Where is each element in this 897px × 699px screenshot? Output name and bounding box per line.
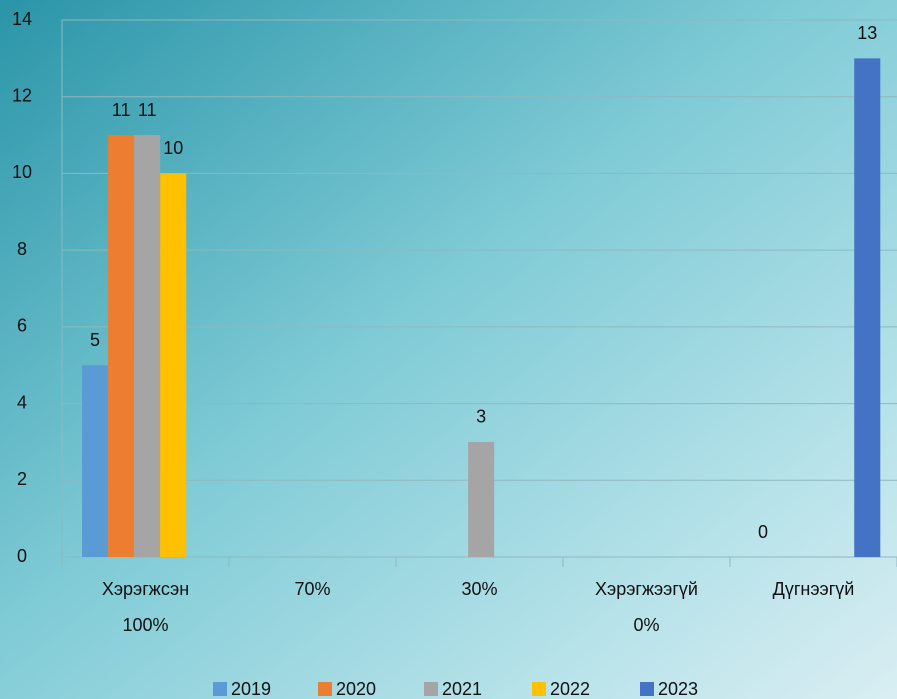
- y-tick-label: 4: [17, 392, 27, 412]
- data-label: 11: [138, 100, 157, 120]
- data-label: 13: [857, 23, 877, 43]
- x-tick-label: 30%: [461, 579, 497, 599]
- y-tick-label: 12: [12, 85, 32, 105]
- bar: [134, 135, 161, 558]
- legend-swatch: [640, 682, 654, 696]
- x-tick-label: 0%: [633, 615, 659, 635]
- legend-swatch: [424, 682, 438, 696]
- data-label: 3: [476, 407, 486, 427]
- x-tick-label: Хэрэгжсэн: [102, 579, 189, 599]
- y-tick-label: 8: [17, 239, 27, 259]
- legend-label: 2022: [550, 679, 590, 699]
- y-tick-label: 2: [17, 469, 27, 489]
- data-label: 11: [112, 100, 131, 120]
- bar: [82, 365, 109, 557]
- legend-label: 2020: [336, 679, 376, 699]
- bar: [108, 135, 135, 558]
- x-tick-label: Дүгнээгүй: [773, 579, 855, 599]
- x-tick-label: 70%: [294, 579, 330, 599]
- data-label: 0: [758, 522, 768, 542]
- x-tick-label: 100%: [122, 615, 168, 635]
- legend-label: 2021: [442, 679, 482, 699]
- legend-swatch: [213, 682, 227, 696]
- y-tick-label: 6: [17, 316, 27, 336]
- bar: [160, 173, 187, 557]
- legend-label: 2023: [658, 679, 698, 699]
- x-tick-label: Хэрэгжээгүй: [595, 579, 698, 599]
- y-tick-label: 14: [12, 9, 32, 29]
- legend-swatch: [318, 682, 332, 696]
- y-tick-label: 0: [17, 546, 27, 566]
- bar: [468, 441, 495, 557]
- legend-label: 2019: [231, 679, 271, 699]
- legend-swatch: [532, 682, 546, 696]
- data-label: 10: [163, 138, 183, 158]
- bar: [854, 58, 881, 557]
- y-tick-label: 10: [12, 162, 32, 182]
- data-label: 5: [90, 330, 100, 350]
